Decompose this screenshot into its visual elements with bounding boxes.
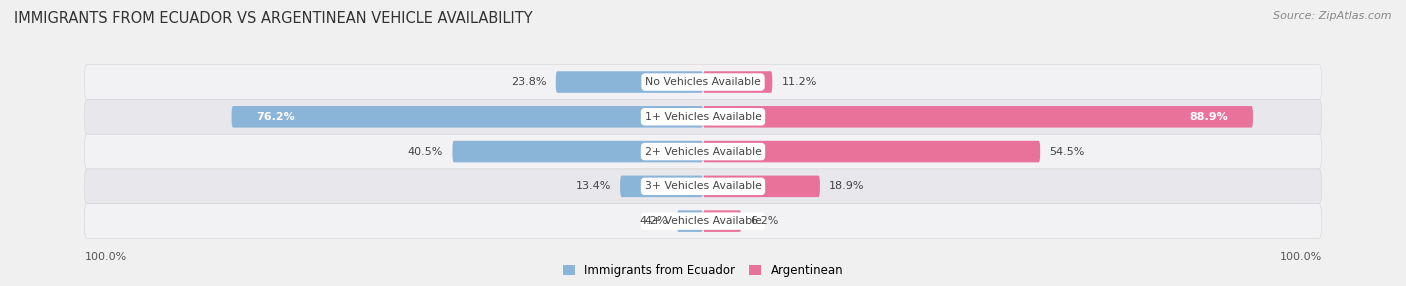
- Text: Source: ZipAtlas.com: Source: ZipAtlas.com: [1274, 11, 1392, 21]
- FancyBboxPatch shape: [678, 210, 703, 232]
- FancyBboxPatch shape: [555, 71, 703, 93]
- Text: 100.0%: 100.0%: [1279, 253, 1322, 262]
- Text: 4+ Vehicles Available: 4+ Vehicles Available: [644, 216, 762, 226]
- Text: 18.9%: 18.9%: [830, 181, 865, 191]
- Legend: Immigrants from Ecuador, Argentinean: Immigrants from Ecuador, Argentinean: [562, 264, 844, 277]
- FancyBboxPatch shape: [232, 106, 703, 128]
- FancyBboxPatch shape: [703, 176, 820, 197]
- FancyBboxPatch shape: [703, 71, 772, 93]
- FancyBboxPatch shape: [620, 176, 703, 197]
- FancyBboxPatch shape: [84, 100, 1322, 134]
- Text: 76.2%: 76.2%: [256, 112, 295, 122]
- Text: 6.2%: 6.2%: [751, 216, 779, 226]
- FancyBboxPatch shape: [84, 65, 1322, 100]
- Text: 100.0%: 100.0%: [84, 253, 127, 262]
- FancyBboxPatch shape: [453, 141, 703, 162]
- Text: 88.9%: 88.9%: [1189, 112, 1229, 122]
- Text: 4.2%: 4.2%: [640, 216, 668, 226]
- Text: 11.2%: 11.2%: [782, 77, 817, 87]
- FancyBboxPatch shape: [84, 204, 1322, 239]
- Text: 1+ Vehicles Available: 1+ Vehicles Available: [644, 112, 762, 122]
- Text: 13.4%: 13.4%: [575, 181, 610, 191]
- Text: 2+ Vehicles Available: 2+ Vehicles Available: [644, 147, 762, 156]
- FancyBboxPatch shape: [703, 141, 1040, 162]
- Text: 3+ Vehicles Available: 3+ Vehicles Available: [644, 181, 762, 191]
- FancyBboxPatch shape: [703, 106, 1253, 128]
- FancyBboxPatch shape: [84, 134, 1322, 169]
- FancyBboxPatch shape: [703, 210, 741, 232]
- FancyBboxPatch shape: [84, 169, 1322, 204]
- Text: 54.5%: 54.5%: [1049, 147, 1085, 156]
- Text: IMMIGRANTS FROM ECUADOR VS ARGENTINEAN VEHICLE AVAILABILITY: IMMIGRANTS FROM ECUADOR VS ARGENTINEAN V…: [14, 11, 533, 26]
- Text: 23.8%: 23.8%: [510, 77, 547, 87]
- Text: No Vehicles Available: No Vehicles Available: [645, 77, 761, 87]
- Text: 40.5%: 40.5%: [408, 147, 443, 156]
